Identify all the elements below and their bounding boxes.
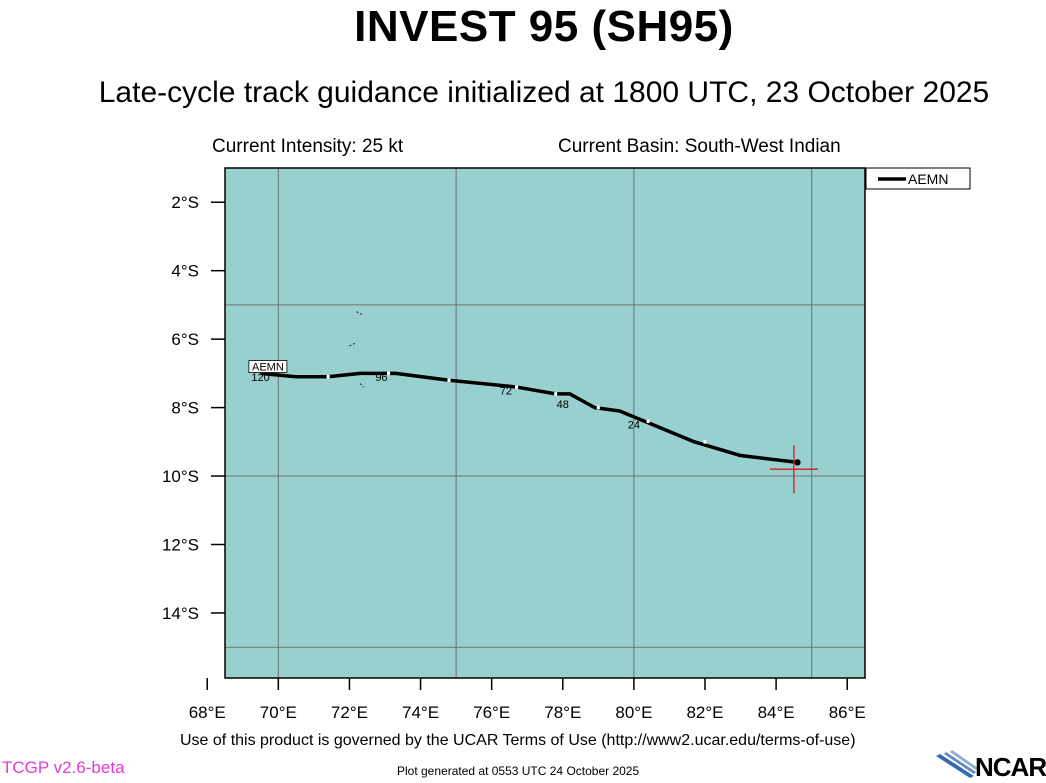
forecast-hour-label: 48 [557,399,569,411]
track-end-label-box [248,360,288,373]
legend-label-aemn: AEMN [908,171,948,187]
current-intensity: Current Intensity: 25 kt [212,136,404,157]
lat-tick-label: 4°S [171,262,199,281]
lat-tick-label: 8°S [171,399,199,418]
lat-tick-label: 10°S [162,467,199,486]
island-outline [349,342,357,347]
ocean-background [225,168,865,678]
lon-tick-label: 84°E [758,703,795,722]
island-outline [356,311,364,316]
lon-tick-label: 86°E [829,703,866,722]
lon-tick-label: 68°E [189,703,226,722]
terms-of-use: Use of this product is governed by the U… [180,732,856,749]
lon-tick-label: 74°E [402,703,439,722]
island-outline [359,383,365,388]
lon-tick-label: 76°E [473,703,510,722]
lon-tick-label: 82°E [686,703,723,722]
generated-timestamp: Plot generated at 0553 UTC 24 October 20… [397,764,640,778]
current-basin: Current Basin: South-West Indian [558,136,841,157]
track-start-point [794,459,801,466]
forecast-hour-label: 96 [375,372,387,384]
lat-tick-label: 6°S [171,330,199,349]
plot-subtitle: Late-cycle track guidance initialized at… [98,76,990,109]
forecast-hour-label: 24 [628,420,640,432]
plot-title: INVEST 95 (SH95) [354,2,734,51]
lat-tick-label: 12°S [162,536,199,555]
ncar-logo-icon [936,750,978,778]
plot-frame [224,167,866,679]
lon-tick-label: 72°E [331,703,368,722]
forecast-hour-label: 72 [500,385,512,397]
lon-tick-label: 78°E [544,703,581,722]
track-end-label: AEMN [252,362,284,374]
lon-tick-label: 70°E [260,703,297,722]
lon-tick-label: 80°E [615,703,652,722]
forecast-hour-label: 120 [251,372,269,384]
lat-tick-label: 2°S [171,193,199,212]
lat-tick-label: 14°S [162,604,199,623]
ncar-logo-text: NCAR [975,752,1046,782]
legend-box [865,167,971,190]
version-label: TCGP v2.6-beta [2,758,125,777]
